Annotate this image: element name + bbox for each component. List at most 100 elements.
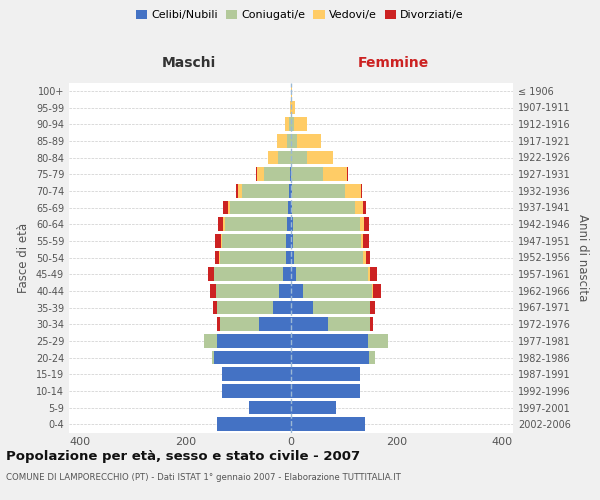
Bar — [223, 200, 227, 214]
Bar — [291, 200, 292, 214]
Bar — [361, 234, 364, 247]
Bar — [291, 250, 294, 264]
Bar — [204, 334, 217, 347]
Bar — [289, 200, 291, 214]
Bar — [220, 318, 259, 331]
Bar — [214, 350, 291, 364]
Bar — [272, 300, 291, 314]
Bar — [259, 318, 291, 331]
Text: COMUNE DI LAMPORECCHIO (PT) - Dati ISTAT 1° gennaio 2007 - Elaborazione TUTTITAL: COMUNE DI LAMPORECCHIO (PT) - Dati ISTAT… — [6, 472, 401, 482]
Bar — [217, 334, 291, 347]
Text: Femmine: Femmine — [358, 56, 429, 70]
Bar — [291, 184, 292, 198]
Bar — [364, 200, 366, 214]
Y-axis label: Anni di nascita: Anni di nascita — [576, 214, 589, 301]
Bar — [360, 218, 364, 231]
Bar — [238, 184, 242, 198]
Text: Maschi: Maschi — [162, 56, 216, 70]
Bar — [291, 284, 302, 298]
Bar — [220, 250, 286, 264]
Bar — [368, 334, 388, 347]
Bar — [370, 318, 373, 331]
Bar — [242, 184, 289, 198]
Bar — [257, 168, 263, 181]
Bar — [369, 350, 374, 364]
Bar — [291, 100, 295, 114]
Bar — [222, 384, 291, 398]
Bar — [225, 218, 287, 231]
Bar — [283, 268, 291, 281]
Bar — [223, 218, 225, 231]
Bar — [236, 184, 238, 198]
Bar — [278, 150, 291, 164]
Bar — [298, 134, 321, 147]
Bar — [289, 184, 291, 198]
Bar — [291, 334, 368, 347]
Bar — [291, 318, 328, 331]
Bar — [280, 284, 291, 298]
Bar — [287, 134, 291, 147]
Bar — [208, 268, 214, 281]
Bar — [291, 268, 296, 281]
Bar — [365, 250, 370, 264]
Bar — [292, 184, 345, 198]
Bar — [227, 200, 230, 214]
Bar — [291, 384, 360, 398]
Bar — [363, 250, 365, 264]
Bar — [290, 168, 291, 181]
Bar — [215, 234, 221, 247]
Bar — [268, 150, 278, 164]
Bar — [291, 168, 323, 181]
Bar — [212, 350, 214, 364]
Bar — [214, 268, 283, 281]
Bar — [364, 234, 368, 247]
Bar — [373, 284, 381, 298]
Bar — [291, 368, 360, 381]
Bar — [364, 218, 369, 231]
Bar — [249, 400, 291, 414]
Bar — [291, 134, 298, 147]
Bar — [291, 118, 293, 131]
Bar — [307, 150, 333, 164]
Bar — [294, 250, 363, 264]
Bar — [361, 184, 362, 198]
Bar — [290, 100, 291, 114]
Bar — [221, 234, 222, 247]
Bar — [293, 218, 360, 231]
Bar — [313, 300, 370, 314]
Bar — [222, 368, 291, 381]
Bar — [291, 218, 293, 231]
Bar — [328, 318, 370, 331]
Bar — [217, 318, 220, 331]
Bar — [222, 234, 286, 247]
Y-axis label: Fasce di età: Fasce di età — [17, 222, 30, 292]
Bar — [370, 268, 377, 281]
Bar — [292, 200, 355, 214]
Bar — [256, 168, 257, 181]
Bar — [302, 284, 373, 298]
Bar — [323, 168, 347, 181]
Bar — [286, 234, 291, 247]
Bar — [291, 150, 307, 164]
Bar — [291, 350, 369, 364]
Bar — [285, 118, 289, 131]
Bar — [345, 184, 361, 198]
Bar — [286, 250, 291, 264]
Bar — [216, 284, 280, 298]
Bar — [263, 168, 290, 181]
Bar — [296, 268, 368, 281]
Legend: Celibi/Nubili, Coniugati/e, Vedovi/e, Divorziati/e: Celibi/Nubili, Coniugati/e, Vedovi/e, Di… — [132, 6, 468, 25]
Bar — [368, 268, 370, 281]
Bar — [215, 250, 219, 264]
Bar — [291, 234, 293, 247]
Bar — [291, 400, 336, 414]
Bar — [287, 218, 291, 231]
Bar — [218, 218, 223, 231]
Bar — [277, 134, 287, 147]
Text: Popolazione per età, sesso e stato civile - 2007: Popolazione per età, sesso e stato civil… — [6, 450, 360, 463]
Bar — [209, 284, 216, 298]
Bar — [291, 418, 365, 431]
Bar — [293, 118, 307, 131]
Bar — [213, 300, 217, 314]
Bar — [355, 200, 364, 214]
